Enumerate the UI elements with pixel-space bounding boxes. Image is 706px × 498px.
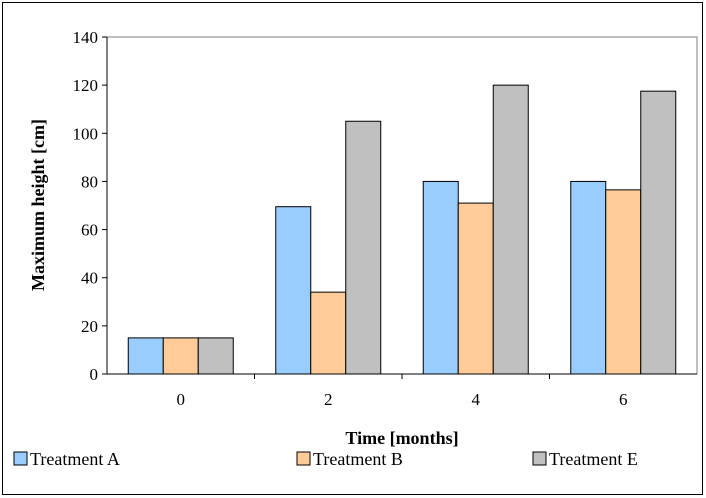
bar-treatment-b-0 [162, 337, 199, 375]
bar-treatment-b-2 [310, 291, 347, 375]
bar-treatment-b-4 [457, 202, 494, 375]
x-axis-ticks: 0 2 4 6 [177, 374, 628, 409]
x-tick-label: 6 [619, 390, 628, 409]
bars [127, 84, 677, 375]
x-tick-label: 4 [472, 390, 481, 409]
y-tick-label: 0 [90, 365, 99, 384]
y-axis-title: Maximum height [cm] [28, 119, 48, 291]
y-tick-label: 120 [73, 76, 99, 95]
y-tick-label: 40 [81, 269, 98, 288]
legend-swatch [296, 451, 311, 466]
bar-treatment-e-0 [197, 337, 234, 375]
legend: Treatment A Treatment B Treatment E [13, 449, 638, 469]
x-axis-title: Time [months] [345, 428, 458, 448]
bar-treatment-e-2 [345, 120, 382, 375]
y-axis-ticks: 0 20 40 60 80 100 120 140 [73, 28, 107, 384]
bar-treatment-a-0 [127, 337, 164, 375]
legend-label: Treatment A [30, 449, 120, 469]
bar-treatment-a-4 [422, 180, 459, 375]
y-tick-label: 100 [73, 124, 99, 143]
bar-treatment-b-6 [605, 189, 642, 375]
bar-treatment-e-6 [640, 90, 677, 375]
x-tick-label: 0 [177, 390, 186, 409]
legend-label: Treatment B [313, 449, 403, 469]
legend-label: Treatment E [549, 449, 638, 469]
legend-swatch [532, 451, 547, 466]
legend-swatch [13, 451, 28, 466]
y-tick-label: 80 [81, 172, 98, 191]
bar-treatment-e-4 [492, 84, 529, 375]
x-tick-label: 2 [324, 390, 333, 409]
y-tick-label: 20 [81, 317, 98, 336]
y-tick-label: 140 [73, 28, 99, 47]
bar-treatment-a-6 [570, 180, 607, 375]
bar-treatment-a-2 [275, 206, 312, 375]
y-tick-label: 60 [81, 221, 98, 240]
